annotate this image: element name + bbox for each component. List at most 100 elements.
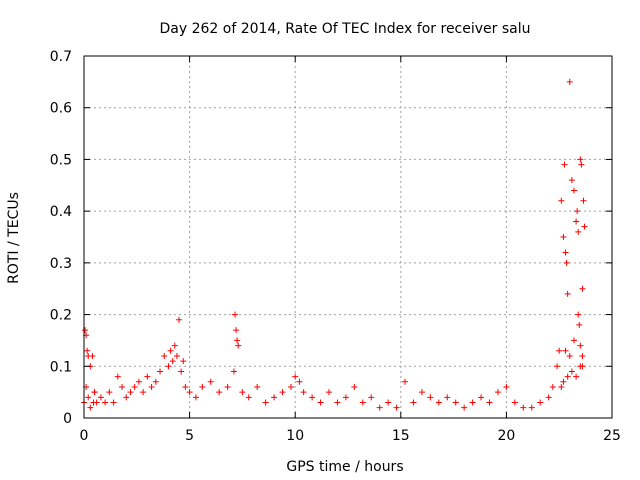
data-point: [279, 389, 286, 396]
data-point: [234, 337, 241, 344]
data-point: [309, 394, 316, 401]
data-point: [140, 389, 147, 396]
y-tick-label: 0.4: [50, 204, 72, 220]
y-tick-label: 0.6: [50, 101, 72, 117]
data-point: [148, 383, 155, 390]
data-point: [568, 368, 575, 375]
data-point: [262, 399, 269, 406]
data-point: [444, 394, 451, 401]
data-point: [359, 399, 366, 406]
data-point: [385, 399, 392, 406]
data-point: [123, 394, 130, 401]
data-point: [393, 404, 400, 411]
data-point: [558, 383, 565, 390]
data-point: [558, 197, 565, 204]
data-point: [435, 399, 442, 406]
data-point: [562, 347, 569, 354]
data-point: [325, 389, 332, 396]
data-point: [207, 378, 214, 385]
data-point: [568, 177, 575, 184]
data-point: [161, 352, 168, 359]
data-point: [556, 347, 563, 354]
data-point: [573, 218, 580, 225]
data-point: [245, 394, 252, 401]
data-point: [562, 249, 569, 256]
y-axis-label: ROTI / TECUs: [6, 192, 22, 284]
data-point: [233, 327, 240, 334]
data-point: [90, 399, 97, 406]
data-point: [580, 197, 587, 204]
data-point: [579, 285, 586, 292]
data-point: [165, 363, 172, 370]
data-point: [554, 363, 561, 370]
data-point: [579, 352, 586, 359]
data-point: [169, 358, 176, 365]
x-tick-label: 5: [185, 428, 194, 444]
data-point: [224, 383, 231, 390]
data-point: [85, 394, 92, 401]
x-tick-label: 10: [286, 428, 304, 444]
data-point: [549, 383, 556, 390]
data-point: [376, 404, 383, 411]
data-point: [563, 259, 570, 266]
x-axis-label: GPS time / hours: [286, 459, 403, 475]
data-point: [469, 399, 476, 406]
data-point: [180, 358, 187, 365]
data-point: [254, 383, 261, 390]
data-point: [131, 383, 138, 390]
data-point: [575, 228, 582, 235]
data-point: [494, 389, 501, 396]
chart-title: Day 262 of 2014, Rate Of TEC Index for r…: [159, 21, 530, 37]
data-point: [574, 208, 581, 215]
data-point: [368, 394, 375, 401]
data-point: [82, 327, 89, 334]
data-point: [564, 373, 571, 380]
data-point: [135, 378, 142, 385]
data-point: [300, 389, 307, 396]
grid: [84, 56, 612, 418]
data-point: [114, 373, 121, 380]
data-point: [199, 383, 206, 390]
data-point: [186, 389, 193, 396]
data-point: [192, 394, 199, 401]
y-tick-label: 0.1: [50, 359, 72, 375]
data-point: [296, 378, 303, 385]
data-point: [566, 78, 573, 85]
data-point: [167, 347, 174, 354]
data-point: [573, 373, 580, 380]
data-point: [171, 342, 178, 349]
x-tick-label: 15: [392, 428, 410, 444]
data-point: [486, 399, 493, 406]
data-point: [578, 161, 585, 168]
data-point: [232, 311, 239, 318]
data-point: [570, 337, 577, 344]
data-point: [292, 373, 299, 380]
data-point: [561, 161, 568, 168]
data-point: [176, 316, 183, 323]
data-point: [87, 404, 94, 411]
data-point: [235, 342, 242, 349]
data-point: [317, 399, 324, 406]
data-point: [97, 394, 104, 401]
data-point: [230, 368, 237, 375]
data-point: [342, 394, 349, 401]
data-point: [182, 383, 189, 390]
plot-frame: [83, 55, 613, 419]
data-point: [575, 311, 582, 318]
data-point: [271, 394, 278, 401]
data-point: [410, 399, 417, 406]
data-point: [418, 389, 425, 396]
y-tick-label: 0.3: [50, 256, 72, 272]
axis-ticks: 0 0.1 0.2 0.3 0.4 0.5 0.6 0.7 0 5 10 15 20 25: [50, 49, 621, 444]
data-point: [461, 404, 468, 411]
data-point: [178, 368, 185, 375]
data-point: [173, 352, 180, 359]
data-point: [110, 399, 117, 406]
y-tick-label: 0.5: [50, 152, 72, 168]
data-point: [545, 394, 552, 401]
data-point: [566, 352, 573, 359]
data-point: [334, 399, 341, 406]
y-tick-label: 0.2: [50, 308, 72, 324]
data-point: [216, 389, 223, 396]
